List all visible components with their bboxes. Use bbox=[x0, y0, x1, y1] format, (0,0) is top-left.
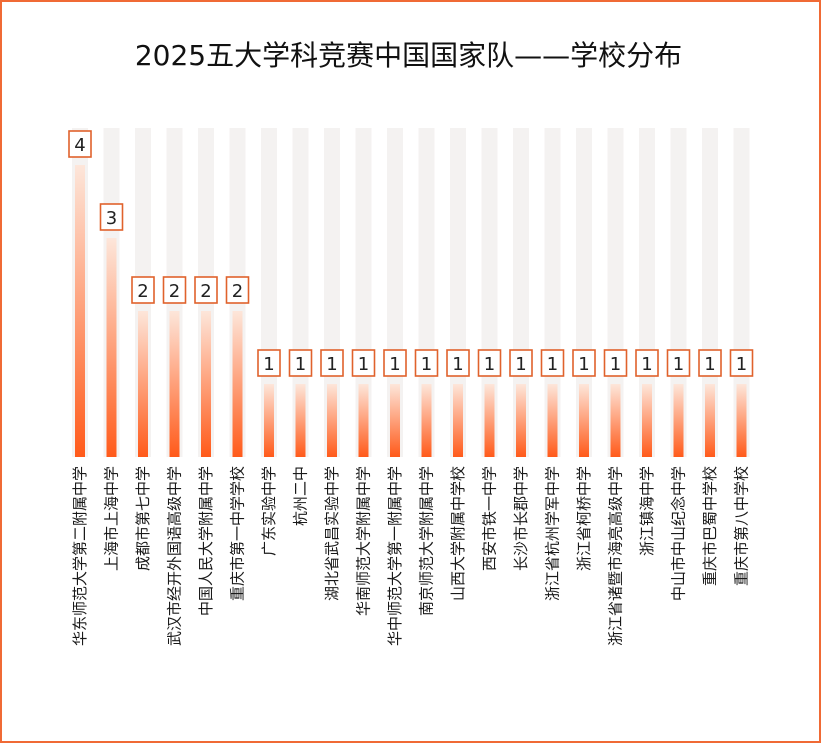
category-label: 山西大学附属中学校 bbox=[449, 466, 467, 601]
data-label-box bbox=[320, 349, 344, 377]
bar-16 bbox=[547, 384, 558, 457]
bar-12 bbox=[421, 384, 432, 457]
bar-14 bbox=[484, 384, 495, 457]
data-label: 1 bbox=[673, 354, 684, 375]
data-label-box bbox=[603, 349, 628, 377]
bar-19 bbox=[642, 384, 652, 457]
data-label-box bbox=[635, 349, 659, 377]
bar-3 bbox=[138, 311, 148, 457]
data-label-box bbox=[477, 349, 502, 377]
bar-5 bbox=[201, 311, 211, 457]
data-label: 1 bbox=[578, 354, 589, 375]
chart-title: 2025五大学科竞赛中国国家队——学校分布 bbox=[134, 39, 683, 72]
category-label: 浙江镇海中学 bbox=[638, 466, 656, 556]
data-label-box bbox=[509, 349, 533, 377]
data-label: 1 bbox=[547, 354, 558, 375]
category-label: 杭州二中 bbox=[292, 466, 310, 526]
category-label: 重庆市第一中学学校 bbox=[229, 466, 247, 601]
category-label: 湖北省武昌实验中学 bbox=[323, 466, 341, 601]
data-label-box bbox=[194, 276, 218, 304]
data-label: 1 bbox=[326, 354, 337, 375]
data-label-box bbox=[257, 349, 281, 377]
bar-21 bbox=[705, 384, 715, 457]
bar-7 bbox=[264, 384, 274, 457]
data-label: 1 bbox=[515, 354, 526, 375]
bar-1 bbox=[75, 165, 85, 457]
category-label: 成都市第七中学 bbox=[134, 466, 152, 571]
data-label: 3 bbox=[106, 208, 117, 229]
category-label: 浙江省杭州学军中学 bbox=[544, 466, 562, 601]
data-label: 2 bbox=[200, 281, 211, 302]
category-label: 中山市中山纪念中学 bbox=[670, 466, 688, 601]
category-label: 西安市铁一中学 bbox=[481, 466, 499, 571]
data-label: 1 bbox=[704, 354, 715, 375]
data-label-box bbox=[383, 349, 407, 377]
category-label: 广东实验中学 bbox=[260, 466, 278, 556]
data-label: 1 bbox=[736, 354, 747, 375]
data-label-box bbox=[446, 349, 470, 377]
category-label: 上海市上海中学 bbox=[103, 466, 121, 571]
data-label: 2 bbox=[137, 281, 148, 302]
data-label: 2 bbox=[169, 281, 180, 302]
data-label: 1 bbox=[610, 354, 621, 375]
data-label-box bbox=[698, 349, 722, 377]
category-label: 华东师范大学第二附属中学 bbox=[71, 466, 89, 646]
data-label-box bbox=[729, 349, 754, 377]
category-label: 浙江省柯桥中学 bbox=[575, 466, 593, 571]
bar-9 bbox=[327, 384, 337, 457]
bar-20 bbox=[673, 384, 684, 457]
data-label-box bbox=[288, 349, 313, 377]
category-label: 长沙市长郡中学 bbox=[512, 466, 530, 571]
data-label-box bbox=[572, 349, 596, 377]
data-label: 1 bbox=[452, 354, 463, 375]
data-label-box bbox=[351, 349, 376, 377]
category-label: 武汉市经开外国语高级中学 bbox=[166, 466, 184, 646]
data-label: 1 bbox=[358, 354, 369, 375]
bar-17 bbox=[579, 384, 589, 457]
category-label: 南京师范大学附属中学 bbox=[418, 466, 436, 616]
data-label-box bbox=[162, 276, 187, 304]
data-label-box bbox=[68, 130, 92, 158]
category-label: 中国人民大学附属中学 bbox=[197, 466, 215, 616]
data-label: 1 bbox=[484, 354, 495, 375]
data-label: 2 bbox=[232, 281, 243, 302]
data-label: 1 bbox=[641, 354, 652, 375]
category-label: 华中师范大学第一附属中学 bbox=[386, 466, 404, 646]
category-label: 华南师范大学附属中学 bbox=[355, 466, 373, 616]
data-label: 4 bbox=[74, 135, 85, 156]
data-label-box bbox=[131, 276, 155, 304]
category-label: 重庆市第八中学校 bbox=[733, 466, 751, 586]
category-label: 浙江省诸暨市海亮高级中学 bbox=[607, 466, 625, 646]
data-label: 1 bbox=[263, 354, 274, 375]
bar-18 bbox=[610, 384, 621, 457]
bar-10 bbox=[358, 384, 369, 457]
bar-8 bbox=[295, 384, 306, 457]
data-label-box bbox=[414, 349, 439, 377]
bar-11 bbox=[390, 384, 400, 457]
bar-13 bbox=[453, 384, 463, 457]
data-label-box bbox=[225, 276, 250, 304]
data-label-box bbox=[99, 203, 124, 231]
category-label: 重庆市巴蜀中学校 bbox=[701, 466, 719, 586]
data-label: 1 bbox=[295, 354, 306, 375]
bar-4 bbox=[169, 311, 180, 457]
data-label: 1 bbox=[421, 354, 432, 375]
data-label: 1 bbox=[389, 354, 400, 375]
bar-15 bbox=[516, 384, 526, 457]
bar-2 bbox=[106, 238, 117, 457]
data-label-box bbox=[540, 349, 565, 377]
bar-6 bbox=[232, 311, 243, 457]
data-label-box bbox=[666, 349, 691, 377]
bar-22 bbox=[736, 384, 747, 457]
